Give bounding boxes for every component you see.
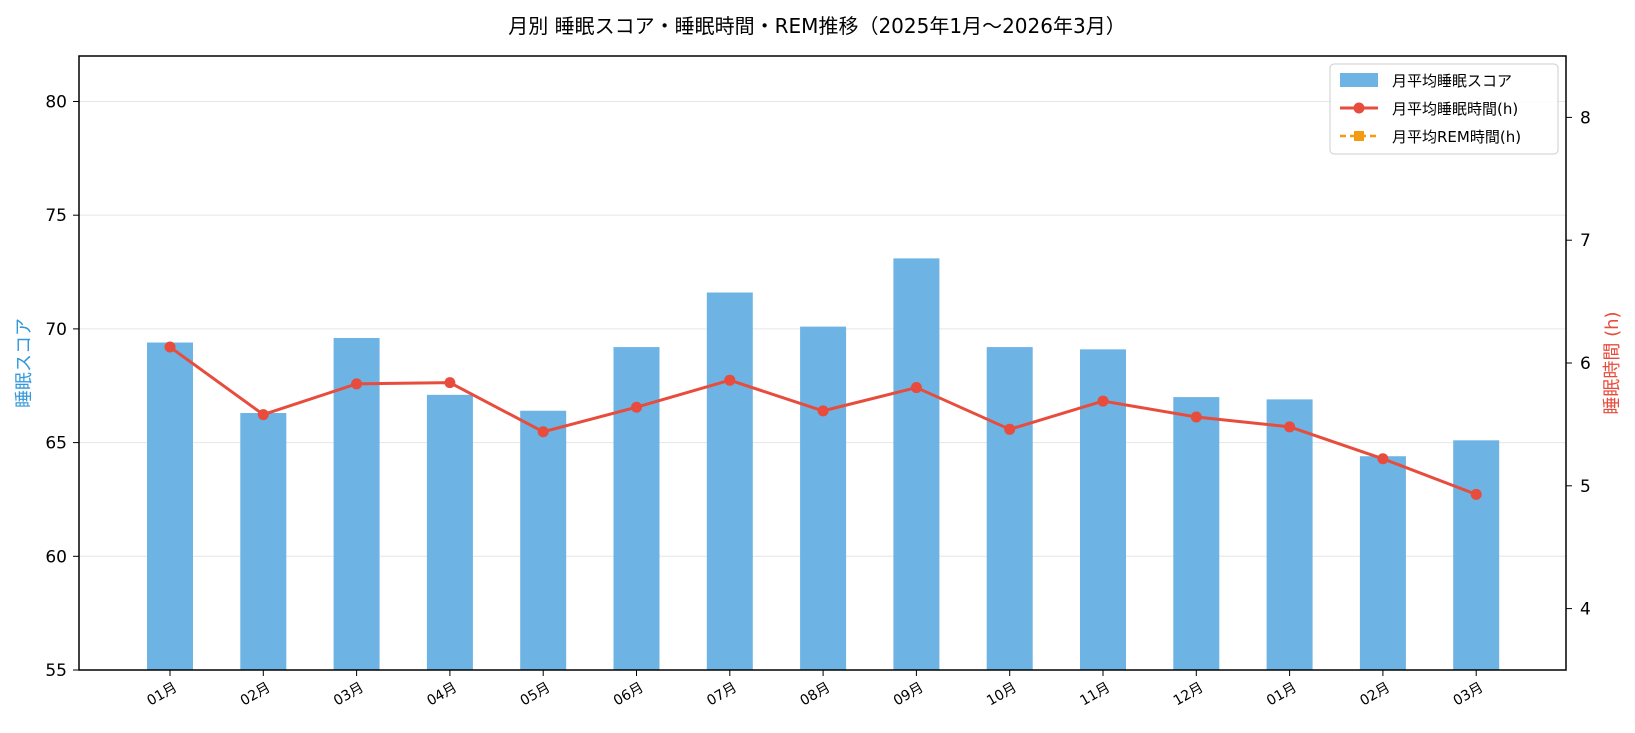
line-point xyxy=(631,401,642,413)
left-tick-label: 55 xyxy=(45,661,67,681)
line-point xyxy=(164,341,176,353)
bar-series xyxy=(147,258,1500,670)
x-tick-label: 07月 xyxy=(704,680,740,710)
x-tick-label: 03月 xyxy=(1451,680,1487,710)
line-point xyxy=(537,426,549,438)
left-tick-label: 75 xyxy=(45,206,67,226)
x-tick-label: 01月 xyxy=(1264,680,1300,710)
bar xyxy=(240,413,287,670)
bar xyxy=(613,347,660,670)
x-tick-label: 06月 xyxy=(611,680,647,710)
x-axis-ticks: 01月 02月 03月 04月 05月 06月 07月 08月 09月 10月 11月 12月 01月 0… xyxy=(144,670,1486,709)
line-point xyxy=(351,378,363,390)
line-point xyxy=(444,377,456,389)
bar xyxy=(426,394,473,670)
line-point xyxy=(910,382,922,394)
line-point xyxy=(1470,488,1482,500)
bar xyxy=(1359,456,1406,670)
bar xyxy=(706,292,753,670)
left-axis-label: 睡眠スコア xyxy=(14,318,35,408)
line-series xyxy=(164,341,1482,500)
right-tick-label: 7 xyxy=(1580,231,1591,251)
bar xyxy=(986,347,1033,670)
line-point xyxy=(1004,423,1016,435)
line-point xyxy=(724,374,736,386)
line-point xyxy=(1097,395,1109,407)
x-tick-label: 04月 xyxy=(424,680,460,710)
x-tick-label: 10月 xyxy=(984,680,1020,710)
left-axis-ticks: 55 60 65 70 75 80 xyxy=(45,92,79,681)
right-tick-label: 4 xyxy=(1580,600,1591,620)
x-tick-label: 08月 xyxy=(798,680,834,710)
legend-label: 月平均睡眠時間(h) xyxy=(1392,100,1518,118)
bar xyxy=(333,337,380,670)
x-tick-label: 02月 xyxy=(1357,680,1393,710)
right-tick-label: 6 xyxy=(1580,354,1591,374)
x-tick-label: 01月 xyxy=(144,680,180,710)
line-point xyxy=(1190,411,1202,423)
legend-swatch-marker xyxy=(1353,102,1365,114)
bar xyxy=(800,326,847,670)
line-point xyxy=(257,409,269,421)
bar xyxy=(147,342,193,670)
x-tick-label: 02月 xyxy=(238,680,274,710)
bar xyxy=(1266,399,1313,670)
left-tick-label: 60 xyxy=(45,547,67,567)
x-tick-label: 03月 xyxy=(331,680,367,710)
x-tick-label: 12月 xyxy=(1171,680,1207,710)
legend-label: 月平均睡眠スコア xyxy=(1392,72,1512,90)
legend-swatch-marker xyxy=(1354,131,1364,141)
legend-swatch-bar xyxy=(1340,73,1378,87)
x-tick-label: 11月 xyxy=(1077,680,1113,710)
line-point xyxy=(1284,421,1296,433)
legend-label: 月平均REM時間(h) xyxy=(1392,128,1521,146)
legend-box xyxy=(1329,63,1559,155)
right-axis-label: 睡眠時間 (h) xyxy=(1602,311,1623,414)
right-axis-ticks: 4 5 6 7 8 xyxy=(1566,108,1591,620)
chart-title: 月別 睡眠スコア・睡眠時間・REM推移（2025年1月〜2026年3月） xyxy=(508,14,1125,38)
left-tick-label: 70 xyxy=(45,320,67,340)
left-tick-label: 80 xyxy=(45,92,67,112)
right-tick-label: 8 xyxy=(1580,108,1591,128)
x-tick-label: 05月 xyxy=(518,680,554,710)
line-point xyxy=(817,405,829,417)
bar xyxy=(1453,440,1500,670)
bar xyxy=(520,410,567,670)
x-tick-label: 09月 xyxy=(891,680,927,710)
right-tick-label: 5 xyxy=(1580,477,1591,497)
line-point xyxy=(1377,453,1389,465)
bar xyxy=(893,258,940,670)
left-tick-label: 65 xyxy=(45,434,67,454)
bar xyxy=(1173,397,1220,670)
